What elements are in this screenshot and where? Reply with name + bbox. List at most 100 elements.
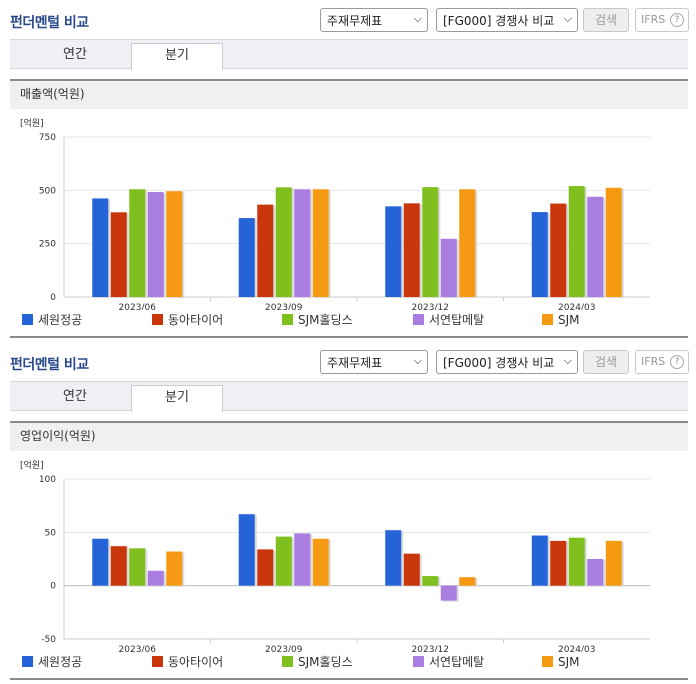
search-button[interactable]: 검색	[583, 350, 629, 374]
legend-swatch	[282, 314, 293, 325]
legend-swatch	[542, 314, 553, 325]
chart-legend: 세원정공 동아타이어 SJM홀딩스 서연탑메탈 SJM	[22, 654, 682, 670]
bar	[385, 530, 402, 586]
tab-quarterly[interactable]: 분기	[131, 385, 223, 412]
bar	[403, 553, 420, 586]
period-tabs: 연간 분기	[10, 381, 688, 412]
bar	[312, 538, 329, 586]
period-tabs: 연간 분기	[10, 39, 688, 70]
ifrs-button[interactable]: IFRS ?	[635, 8, 689, 32]
legend-label: 세원정공	[38, 655, 83, 669]
bar	[587, 559, 604, 586]
y-tick-label: 500	[39, 186, 56, 196]
legend-label: SJM	[558, 313, 580, 327]
legend-label: 동아타이어	[168, 655, 224, 669]
tab-annual[interactable]: 연간	[63, 47, 87, 62]
legend-swatch	[22, 314, 33, 325]
legend-swatch	[282, 656, 293, 667]
ifrs-button[interactable]: IFRS ?	[635, 350, 689, 374]
tab-annual[interactable]: 연간	[63, 389, 87, 404]
bar	[605, 187, 622, 297]
x-tick-label: 2023/06	[119, 303, 157, 310]
section-title: 펀더멘털 비교	[10, 15, 89, 31]
ifrs-label: IFRS	[641, 355, 666, 368]
bar	[166, 191, 183, 297]
chart-legend: 세원정공 동아타이어 SJM홀딩스 서연탑메탈 SJM	[22, 312, 682, 328]
bar	[92, 538, 109, 586]
chevron-down-icon: ⌵	[413, 354, 422, 367]
report-type-value: 주재무제표	[327, 356, 383, 370]
bar	[294, 189, 311, 297]
x-tick-label: 2023/12	[412, 303, 449, 310]
report-type-select[interactable]: 주재무제표 ⌵	[320, 350, 428, 374]
help-icon[interactable]: ?	[670, 355, 684, 369]
bar	[275, 187, 292, 297]
bar	[568, 537, 585, 586]
bar	[238, 218, 255, 297]
bar	[110, 212, 127, 297]
bar	[422, 576, 439, 586]
bar	[459, 577, 476, 586]
bar	[403, 203, 420, 297]
y-tick-label: 250	[39, 240, 56, 250]
y-tick-label: 750	[39, 133, 56, 143]
unit-label: [억원]	[20, 459, 44, 471]
bar	[605, 540, 622, 586]
tab-quarterly[interactable]: 분기	[131, 43, 223, 70]
bar	[129, 548, 146, 586]
x-tick-label: 2023/12	[412, 645, 449, 652]
bar	[110, 546, 127, 586]
legend-label: SJM홀딩스	[298, 655, 353, 669]
x-tick-label: 2023/09	[265, 645, 303, 652]
divider	[10, 678, 688, 680]
bar	[422, 187, 439, 297]
metric-header: 매출액(억원)	[10, 79, 688, 109]
report-type-value: 주재무제표	[327, 14, 383, 28]
bar	[568, 186, 585, 297]
legend-label: SJM	[558, 655, 580, 669]
chevron-down-icon: ⌵	[563, 12, 572, 25]
x-tick-label: 2024/03	[558, 645, 595, 652]
fundamental-compare-revenue: 펀더멘털 비교 주재무제표 ⌵ [FG000] 경쟁사 비교 ⌵ 검색 IFRS…	[10, 8, 689, 338]
x-tick-label: 2024/03	[558, 303, 595, 310]
x-tick-label: 2023/09	[265, 303, 303, 310]
unit-label: [억원]	[20, 117, 44, 129]
bar	[385, 206, 402, 297]
bar	[129, 189, 146, 297]
bar	[550, 540, 567, 586]
help-icon[interactable]: ?	[670, 13, 684, 27]
y-tick-label: 100	[39, 475, 56, 485]
chevron-down-icon: ⌵	[563, 354, 572, 367]
bar	[275, 536, 292, 586]
compare-group-select[interactable]: [FG000] 경쟁사 비교 ⌵	[436, 8, 578, 32]
legend-swatch	[152, 656, 163, 667]
chevron-down-icon: ⌵	[413, 12, 422, 25]
ifrs-label: IFRS	[641, 13, 666, 26]
bar	[166, 551, 183, 586]
legend-label: 세원정공	[38, 313, 83, 327]
fundamental-compare-operating-profit: 펀더멘털 비교 주재무제표 ⌵ [FG000] 경쟁사 비교 ⌵ 검색 IFRS…	[0, 342, 696, 684]
y-tick-label: 0	[50, 582, 56, 592]
y-tick-label: -50	[41, 635, 56, 645]
x-tick-label: 2023/06	[119, 645, 157, 652]
legend-label: 서연탑메탈	[429, 313, 485, 327]
search-button[interactable]: 검색	[583, 8, 629, 32]
legend-label: 서연탑메탈	[429, 655, 485, 669]
compare-group-select[interactable]: [FG000] 경쟁사 비교 ⌵	[436, 350, 578, 374]
divider	[10, 336, 688, 338]
operating-profit-bar-chart: [억원] -50 0 50 100 2023/06 2023/09 2023/12 2024/0…	[20, 459, 650, 652]
bar	[531, 212, 548, 297]
revenue-bar-chart: [억원] 0 250 500 750 2023/06 2023/09 2023/12 2024/…	[20, 117, 650, 310]
legend-label: 동아타이어	[168, 313, 224, 327]
bar	[440, 585, 457, 601]
bar	[531, 535, 548, 586]
bar	[459, 189, 476, 297]
metric-header: 영업이익(억원)	[10, 421, 688, 451]
bar	[238, 514, 255, 586]
legend-swatch	[22, 656, 33, 667]
report-type-select[interactable]: 주재무제표 ⌵	[320, 8, 428, 32]
bar	[257, 549, 274, 586]
legend-swatch	[413, 656, 424, 667]
legend-label: SJM홀딩스	[298, 313, 353, 327]
bar	[147, 570, 164, 586]
